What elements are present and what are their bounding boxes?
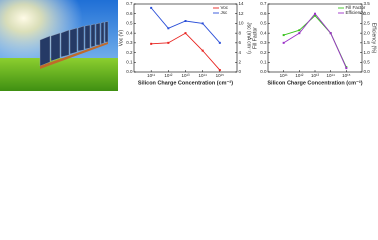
marker [314,14,316,17]
y2-tick-label: 6 [239,40,242,45]
y2-tick-label: 0.0 [364,69,371,74]
marker [329,32,332,35]
x-tick-label: 10¹¹ [147,73,156,78]
marker [167,27,170,30]
x-tick-label: 10¹³ [311,73,320,78]
x-axis-label: Silicon Charge Concentration (cm⁻²) [267,79,362,86]
marker [298,29,301,32]
y2-tick-label: 3.5 [364,1,371,6]
marker [167,41,170,44]
y2-tick-label: 0 [239,69,242,74]
y-tick-label: 0.3 [260,40,267,45]
x-tick-label: 10¹² [295,73,304,78]
marker [201,22,204,25]
x-tick-label: 10¹⁴ [326,73,335,78]
legend-label: Efficiency [346,10,366,15]
y2-tick-label: 8 [239,30,242,35]
legend-label: Jsc [221,10,229,15]
y2-tick-label: 2 [239,59,242,64]
marker [218,69,221,72]
y-axis-label: Fill Factor [252,27,258,49]
y2-tick-label: 4 [239,50,242,55]
x-tick-label: 10¹³ [181,73,190,78]
y-tick-label: 0.6 [126,11,133,16]
y-tick-label: 0.2 [260,50,267,55]
y2-tick-label: 3.0 [364,11,371,16]
x-tick-label: 10¹² [164,73,173,78]
marker [184,32,187,35]
y-tick-label: 0.4 [126,30,133,35]
y-tick-label: 0.4 [260,30,267,35]
y-axis-label: Voc (V) [118,29,124,46]
photo [0,0,118,91]
series-line [151,32,221,71]
y-tick-label: 0.1 [126,59,133,64]
y2-tick-label: 2.0 [364,30,371,35]
y2-axis-label: Jsc (mA cm⁻²) [246,22,252,54]
y-tick-label: 0.0 [260,69,267,74]
y-tick-label: 0.5 [260,21,267,26]
y2-tick-label: 2.5 [364,21,371,26]
y-tick-label: 0.7 [260,1,267,6]
y-tick-label: 0.2 [126,50,133,55]
y2-tick-label: 10 [239,21,245,26]
y-tick-label: 0.1 [260,59,267,64]
x-tick-label: 10¹⁵ [342,73,351,78]
legend-label: Voc [221,5,229,10]
series-line [283,12,347,69]
y2-tick-label: 1.5 [364,40,371,45]
marker [184,20,187,22]
marker [298,32,301,35]
y2-tick-label: 14 [239,1,245,6]
x-axis-label: Silicon Charge Concentration (cm⁻²) [138,79,233,86]
chart: 10¹¹ 10¹² 10¹³ 10¹⁴ 10¹⁵ 0.0 0.1 0.2 0.3 0.4 0.5 0.… [252,1,376,86]
marker [314,12,316,15]
y2-tick-label: 12 [239,11,245,16]
figure: 10¹¹ 10¹² 10¹³ 10¹⁴ 10¹⁵ 0.0 0.1 0.2 0.3 0.4 0.5 0.… [0,0,377,91]
x-tick-label: 10¹⁵ [216,73,225,78]
marker [345,67,348,70]
marker [150,6,153,9]
y-tick-label: 0.7 [126,1,133,6]
y-tick-label: 0.0 [126,69,133,74]
x-tick-label: 10¹¹ [280,73,289,78]
series-line [283,15,347,68]
marker [201,49,204,52]
y-tick-label: 0.6 [260,11,267,16]
marker [282,34,285,37]
y-tick-label: 0.3 [126,40,133,45]
x-tick-label: 10¹⁴ [198,73,207,78]
marker [282,41,285,44]
series-line [150,7,221,44]
y2-tick-label: 0.5 [364,59,371,64]
marker [218,41,221,44]
y2-tick-label: 1.0 [364,50,371,55]
marker [150,42,153,45]
y2-axis-label: Efficiency (%) [371,23,377,54]
y-tick-label: 0.5 [126,21,133,26]
chart: 10¹¹ 10¹² 10¹³ 10¹⁴ 10¹⁵ 0.0 0.1 0.2 0.3 0.4 0.5 0.… [118,1,251,86]
legend-label: Fill Factor [346,5,366,10]
